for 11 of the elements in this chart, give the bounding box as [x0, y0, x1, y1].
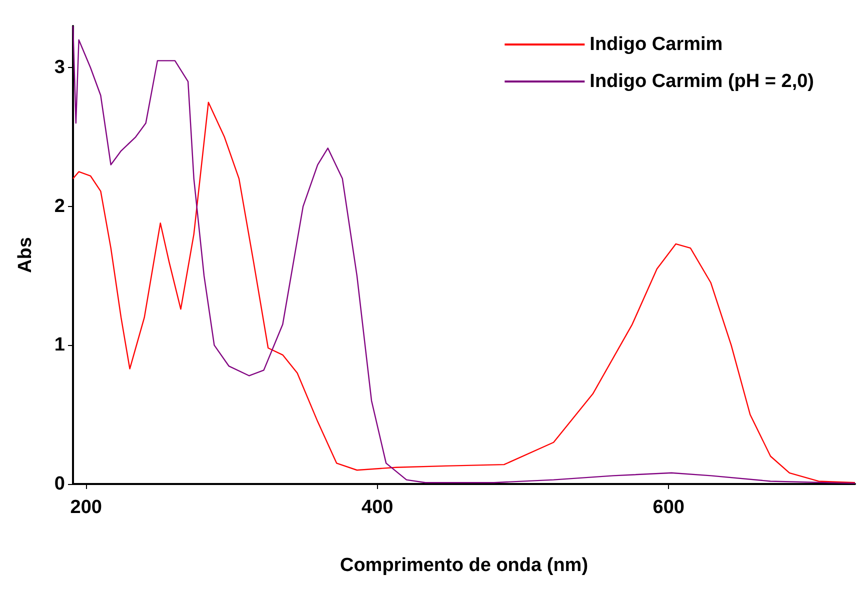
x-axis-title: Comprimento de onda (nm): [340, 555, 588, 576]
x-tick-label: 600: [652, 497, 684, 518]
y-axis-title: Abs: [15, 237, 36, 273]
y-tick-label: 2: [54, 196, 65, 217]
y-tick-label: 3: [54, 57, 65, 78]
legend-label: Indigo Carmim (pH = 2,0): [590, 71, 814, 92]
y-tick-label: 1: [54, 334, 66, 356]
legend-label: Indigo Carmim: [590, 34, 723, 55]
x-tick-label: 400: [362, 497, 394, 518]
x-tick-label: 200: [70, 497, 102, 518]
y-tick-label: 0: [54, 474, 65, 494]
